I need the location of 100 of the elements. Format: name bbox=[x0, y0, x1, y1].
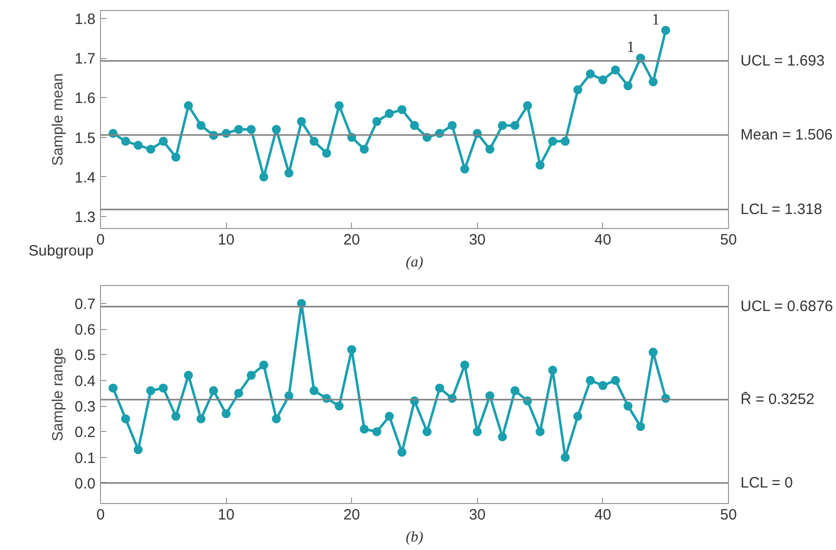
point bbox=[284, 391, 294, 400]
point bbox=[222, 409, 231, 418]
point bbox=[422, 427, 432, 436]
point bbox=[448, 120, 457, 130]
point bbox=[146, 386, 156, 396]
x-tick-label: 40 bbox=[594, 232, 612, 248]
point bbox=[234, 124, 244, 134]
y-tick-label: 1.7 bbox=[74, 50, 96, 68]
point bbox=[171, 412, 180, 421]
point bbox=[184, 101, 193, 110]
point bbox=[598, 75, 608, 84]
x-tick-label: 0 bbox=[96, 232, 105, 248]
point bbox=[560, 136, 570, 146]
point bbox=[184, 370, 193, 380]
point bbox=[296, 116, 306, 126]
y-tick-label: 0.2 bbox=[74, 424, 96, 442]
ref-line-label: LCL = 0 bbox=[740, 474, 793, 492]
x-tick-label: 20 bbox=[343, 232, 360, 248]
point bbox=[334, 402, 344, 411]
y-tick-label: 0.7 bbox=[74, 296, 96, 313]
text: (b) bbox=[406, 530, 424, 546]
point bbox=[372, 116, 382, 126]
point bbox=[523, 101, 532, 110]
point bbox=[610, 376, 620, 385]
point bbox=[384, 109, 394, 118]
point bbox=[636, 422, 646, 432]
point bbox=[397, 448, 406, 457]
point bbox=[196, 120, 206, 130]
point bbox=[498, 432, 507, 442]
point bbox=[460, 164, 470, 174]
point bbox=[146, 144, 156, 154]
point bbox=[548, 136, 558, 146]
ref-line-label: LCL = 1.318 bbox=[740, 200, 822, 218]
point bbox=[121, 136, 130, 146]
point bbox=[158, 136, 168, 146]
point bbox=[498, 120, 507, 130]
point bbox=[246, 370, 256, 380]
point bbox=[485, 391, 494, 400]
point bbox=[322, 148, 332, 158]
point bbox=[610, 65, 620, 74]
point bbox=[472, 427, 482, 436]
point bbox=[246, 124, 256, 134]
x-axis-title: Subgroup bbox=[28, 242, 94, 260]
point bbox=[134, 140, 143, 150]
point bbox=[284, 168, 294, 178]
x-tick-label: 10 bbox=[218, 232, 234, 248]
ref-line-label: UCL = 1.693 bbox=[740, 52, 825, 70]
point bbox=[648, 77, 658, 86]
x-tick-label: 30 bbox=[468, 506, 486, 524]
ref-line-label: R̄ = 0.3252 bbox=[740, 391, 814, 408]
point bbox=[460, 360, 470, 370]
point bbox=[310, 136, 319, 146]
y-tick-label: 1.8 bbox=[74, 10, 96, 28]
point bbox=[435, 384, 444, 393]
ref-line-label: UCL = 0.6876 bbox=[740, 298, 833, 316]
point bbox=[586, 376, 595, 385]
y-axis-title: Sample mean bbox=[50, 73, 67, 166]
point bbox=[510, 120, 520, 130]
annotation: 1 bbox=[626, 39, 635, 56]
point bbox=[548, 366, 558, 375]
ref-line-label: Mean = 1.506 bbox=[740, 126, 833, 144]
point bbox=[648, 348, 658, 357]
point bbox=[573, 412, 582, 421]
x-tick-label: 10 bbox=[218, 506, 234, 524]
point bbox=[158, 384, 168, 393]
point bbox=[310, 386, 319, 396]
y-tick-label: 1.5 bbox=[74, 130, 96, 147]
point bbox=[334, 101, 344, 110]
point bbox=[560, 452, 570, 462]
point bbox=[360, 424, 369, 434]
x-tick-label: 0 bbox=[96, 506, 105, 524]
y-tick-label: 0.1 bbox=[74, 450, 96, 467]
y-tick-label: 0.3 bbox=[74, 398, 96, 416]
point bbox=[259, 360, 268, 370]
point bbox=[624, 402, 633, 411]
point bbox=[598, 381, 608, 390]
point bbox=[259, 172, 268, 182]
y-tick-label: 1.6 bbox=[74, 90, 96, 108]
point bbox=[661, 26, 670, 35]
point bbox=[272, 414, 281, 424]
point bbox=[410, 120, 419, 130]
y-tick-label: 0.0 bbox=[74, 475, 96, 492]
text: (a) bbox=[406, 254, 424, 270]
point bbox=[108, 384, 118, 393]
point bbox=[196, 414, 206, 424]
point bbox=[272, 124, 281, 134]
y-tick-label: 1.4 bbox=[74, 169, 96, 186]
point bbox=[171, 152, 180, 162]
point bbox=[536, 160, 545, 170]
point bbox=[573, 85, 582, 94]
point bbox=[586, 69, 595, 78]
point bbox=[121, 414, 130, 424]
y-tick-label: 0.4 bbox=[74, 372, 96, 390]
annotation: 1 bbox=[652, 11, 660, 28]
point bbox=[485, 144, 494, 154]
point bbox=[536, 427, 545, 436]
x-tick-label: 40 bbox=[594, 506, 612, 524]
point bbox=[134, 445, 143, 454]
y-tick-label: 0.6 bbox=[74, 322, 96, 339]
y-axis-title: Sample range bbox=[50, 348, 67, 442]
